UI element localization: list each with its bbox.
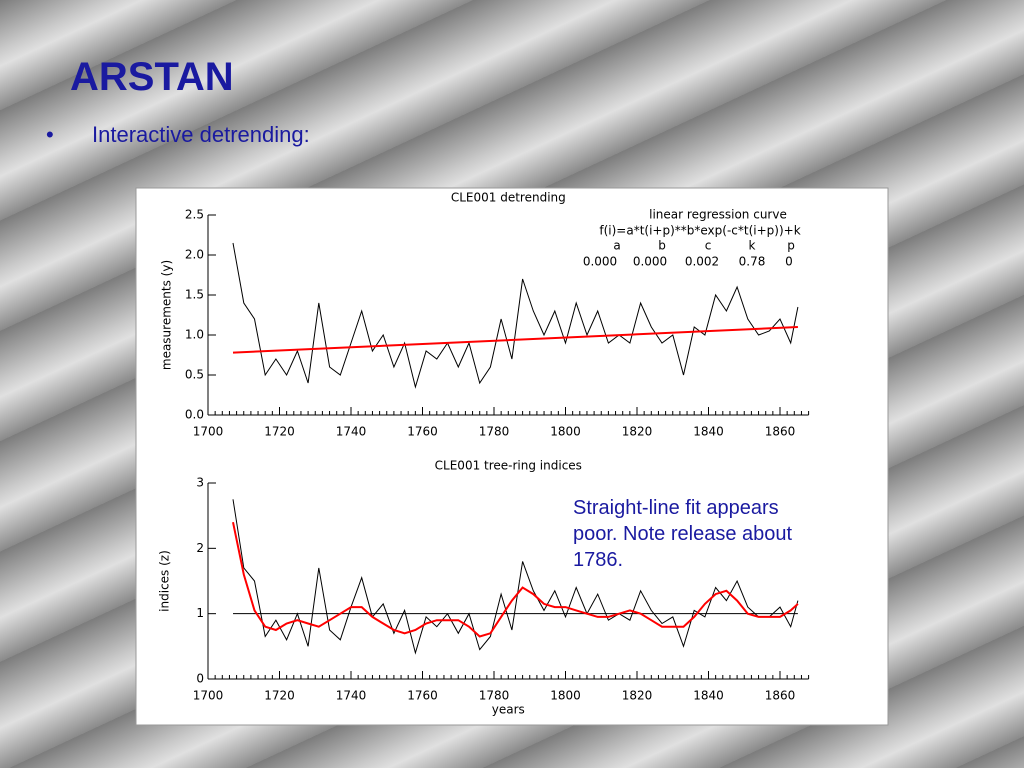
x-tick-label: 1800 [550, 425, 581, 439]
y-tick-label: 1 [196, 606, 204, 620]
figure-panel [135, 187, 889, 726]
x-tick-label: 1720 [264, 689, 295, 703]
x-tick-label: 1780 [479, 689, 510, 703]
series-line [232, 499, 799, 655]
param-name: c [705, 239, 712, 253]
y-tick-label: 2 [196, 541, 204, 555]
x-tick-label: 1820 [622, 425, 653, 439]
y-tick-label: 3 [196, 476, 204, 490]
param-name: k [749, 239, 756, 253]
y-tick-label: 2.0 [185, 248, 204, 262]
bullet-text: Interactive detrending: [92, 122, 310, 147]
note-line: Straight-line fit appears [573, 497, 779, 519]
y-axis-label: measurements (y) [160, 260, 174, 370]
param-value: 0.78 [739, 255, 766, 269]
x-tick-label: 1720 [264, 425, 295, 439]
series-line [232, 242, 799, 389]
x-tick-label: 1760 [407, 689, 438, 703]
plots: CLE001 detrending measurements (y) 0.0 0.5 1… [158, 191, 810, 717]
x-tick-label: 1780 [479, 425, 510, 439]
y-tick-label: 1.5 [185, 288, 204, 302]
x-tick-label: 1740 [336, 425, 367, 439]
y-tick-label: 0.0 [185, 408, 204, 422]
param-name: p [787, 239, 795, 253]
x-tick-label: 1860 [765, 689, 796, 703]
note-line: poor. Note release about [573, 523, 792, 545]
x-tick-label: 1860 [765, 425, 796, 439]
annotation-formula: f(i)=a*t(i+p)**b*exp(-c*t(i+p))+k [599, 224, 800, 238]
param-value: 0.002 [685, 255, 719, 269]
series-line [232, 521, 799, 638]
slide-title: ARSTAN [70, 55, 234, 99]
param-value: 0 [785, 255, 793, 269]
x-tick-label: 1800 [550, 689, 581, 703]
param-name: a [613, 239, 620, 253]
y-tick-label: 2.5 [185, 208, 204, 222]
series-line [232, 326, 798, 354]
param-value: 0.000 [633, 255, 667, 269]
x-tick-label: 1740 [336, 689, 367, 703]
y-axis-label: indices (z) [158, 550, 172, 612]
chart-title: CLE001 detrending [451, 191, 566, 205]
bullet-dot: • [46, 122, 54, 147]
param-name: b [658, 239, 666, 253]
chart-title: CLE001 tree-ring indices [435, 459, 582, 473]
y-tick-label: 1.0 [185, 328, 204, 342]
y-tick-label: 0.5 [185, 368, 204, 382]
y-tick-label: 0 [196, 672, 204, 686]
x-tick-label: 1760 [407, 425, 438, 439]
note-line: 1786. [573, 549, 623, 571]
x-axis-label: years [492, 703, 525, 717]
annotation-title: linear regression curve [649, 208, 787, 222]
x-tick-label: 1840 [693, 689, 724, 703]
x-tick-label: 1700 [193, 425, 224, 439]
x-tick-label: 1840 [693, 425, 724, 439]
x-tick-label: 1820 [622, 689, 653, 703]
param-value: 0.000 [583, 255, 617, 269]
x-tick-label: 1700 [193, 689, 224, 703]
